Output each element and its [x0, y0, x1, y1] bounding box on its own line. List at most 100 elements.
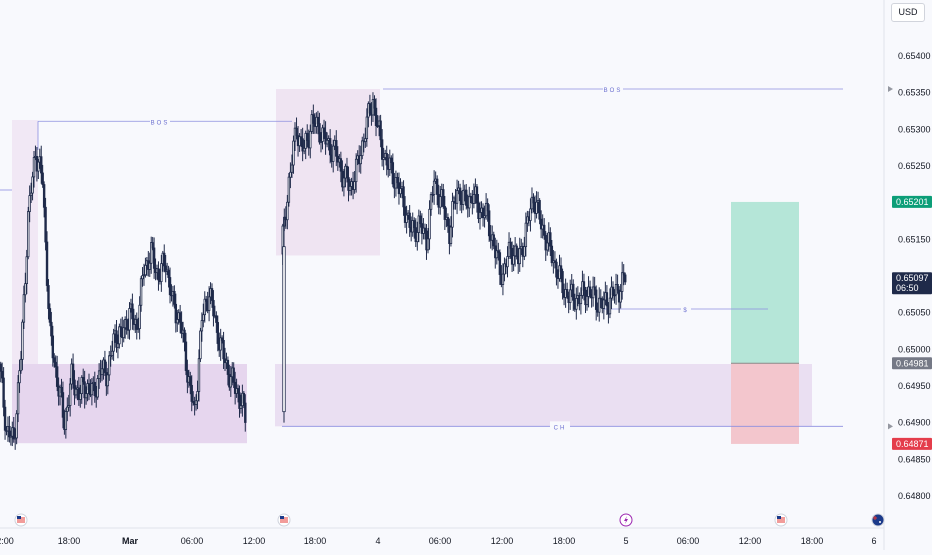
candle [620, 272, 624, 292]
candle [13, 437, 17, 440]
candle [226, 359, 230, 375]
entry-price-label: 0.64981 [896, 358, 929, 368]
candle [12, 427, 15, 440]
take-profit-area [731, 201, 799, 364]
candle [74, 388, 78, 396]
time-tick-label: 12:00 [491, 536, 514, 546]
candle [322, 127, 326, 133]
structure-label: BOS [151, 120, 170, 126]
time-tick-label: 06:00 [181, 536, 204, 546]
time-tick-label: 2:00 [0, 536, 14, 546]
candle [190, 384, 193, 402]
candle [202, 314, 205, 321]
us-flag-icon[interactable] [774, 513, 788, 527]
candle [203, 298, 206, 316]
candle [151, 242, 154, 249]
currency-button[interactable]: USD [891, 3, 925, 22]
candle [27, 211, 30, 258]
candle [492, 234, 495, 247]
candle [316, 116, 320, 124]
candle [309, 131, 312, 149]
candle [29, 192, 33, 197]
us-flag-icon[interactable] [14, 513, 28, 527]
us-flag-icon-canton [17, 516, 21, 519]
candle [148, 262, 151, 270]
candle [568, 289, 572, 303]
candle [380, 139, 384, 160]
candle [446, 216, 450, 227]
au-flag-icon[interactable] [871, 513, 885, 527]
candle [613, 294, 616, 297]
candle [173, 290, 176, 305]
candle [373, 99, 376, 109]
candle [0, 370, 4, 379]
event-markers[interactable] [14, 513, 885, 527]
price-scale-arrow-icon [888, 86, 893, 92]
price-tick-label: 0.65250 [898, 161, 931, 171]
candle [2, 377, 5, 408]
annotation-layer: BOS BOS CH $ [0, 84, 843, 432]
candle [353, 181, 356, 190]
candle [405, 214, 408, 223]
candle [439, 196, 442, 208]
candle [301, 138, 304, 152]
candle [110, 350, 114, 357]
candle [512, 255, 515, 265]
candle [318, 123, 321, 143]
candle [80, 377, 83, 395]
candle [478, 212, 482, 219]
candle [83, 381, 86, 399]
candle [598, 297, 601, 313]
price-tick-label: 0.65000 [898, 344, 931, 354]
candle [335, 140, 338, 157]
candle [498, 252, 502, 275]
candle [233, 381, 237, 394]
candle [582, 281, 586, 291]
candle [481, 207, 485, 219]
candle [289, 171, 292, 178]
candle [15, 413, 18, 439]
us-flag-icon-canton [280, 516, 284, 519]
candle [546, 242, 549, 251]
candle [312, 114, 315, 124]
candle [501, 273, 505, 285]
candle [535, 201, 538, 214]
candle [205, 298, 208, 302]
structure-label: $ [683, 308, 688, 314]
candle [164, 265, 167, 272]
candle [238, 392, 241, 409]
us-flag-icon[interactable] [277, 513, 291, 527]
entry-price-badge [892, 357, 932, 370]
candle [565, 289, 569, 297]
candle [37, 161, 40, 172]
candle [553, 260, 557, 263]
candle [579, 295, 583, 305]
candle [100, 368, 104, 376]
candle [602, 299, 606, 309]
candle [622, 272, 625, 276]
candle [354, 158, 358, 183]
candle [178, 312, 182, 323]
time-tick-label: 18:00 [58, 536, 81, 546]
candle [48, 308, 52, 323]
candle [55, 366, 59, 387]
time-axis[interactable]: 2:00 18:00 Mar 06:00 12:00 18:00 4 06:00 12:00 18… [0, 527, 884, 546]
candle [328, 138, 332, 156]
time-tick-label: 12:00 [243, 536, 266, 546]
candle [109, 355, 112, 358]
candle [150, 242, 153, 264]
structure-label: CH [554, 425, 567, 431]
candle [197, 358, 201, 392]
lightning-icon[interactable] [619, 513, 633, 527]
candle [403, 206, 407, 223]
candle [449, 226, 453, 244]
candle [608, 297, 612, 315]
candle [47, 285, 50, 309]
current-price-badge [892, 272, 932, 295]
us-flag-icon-canton [777, 516, 781, 519]
candle [619, 291, 622, 303]
candle [325, 139, 329, 145]
candle [306, 132, 309, 141]
